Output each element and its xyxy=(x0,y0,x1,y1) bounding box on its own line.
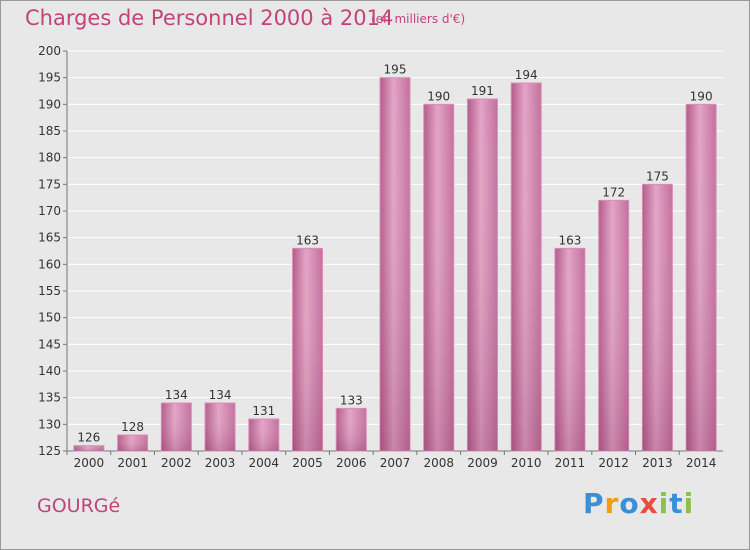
logo-letter: i xyxy=(683,487,695,520)
proxiti-logo[interactable]: Proxiti xyxy=(583,487,694,520)
x-tick-label: 2011 xyxy=(555,456,586,470)
x-tick-label: 2009 xyxy=(467,456,498,470)
bar-shade xyxy=(205,403,236,451)
y-tick-label: 185 xyxy=(38,124,61,138)
x-tick-label: 2013 xyxy=(642,456,673,470)
x-tick-label: 2006 xyxy=(336,456,367,470)
bar-shade xyxy=(598,200,629,451)
y-tick-label: 125 xyxy=(38,444,61,458)
value-label: 191 xyxy=(471,84,494,98)
x-tick-label: 2010 xyxy=(511,456,542,470)
y-tick-label: 175 xyxy=(38,177,61,191)
bar-shade xyxy=(511,83,542,451)
value-label: 134 xyxy=(165,388,188,402)
x-tick-label: 2005 xyxy=(292,456,323,470)
y-tick-label: 150 xyxy=(38,311,61,325)
bar-shade xyxy=(423,104,454,451)
bars xyxy=(73,77,717,452)
bar-shade xyxy=(292,248,323,451)
y-tick-label: 190 xyxy=(38,97,61,111)
bar-shade xyxy=(380,77,410,452)
value-label: 133 xyxy=(340,393,363,407)
commune-name: GOURGé xyxy=(37,495,121,517)
bar-shade xyxy=(117,435,148,451)
logo-letter: P xyxy=(583,487,605,520)
y-tick-label: 135 xyxy=(38,391,61,405)
bar-shade xyxy=(73,445,104,451)
value-label: 194 xyxy=(515,68,538,82)
logo-letter: o xyxy=(619,487,640,520)
y-tick-label: 160 xyxy=(38,257,61,271)
x-tick-label: 2003 xyxy=(205,456,236,470)
bar-shade xyxy=(161,403,192,451)
bar-shade xyxy=(248,419,279,451)
x-tick-label: 2012 xyxy=(598,456,629,470)
y-tick-label: 130 xyxy=(38,417,61,431)
chart-subtitle: (en milliers d'€) xyxy=(371,12,466,26)
y-tick-label: 180 xyxy=(38,151,61,165)
y-tick-label: 165 xyxy=(38,231,61,245)
logo-letter: i xyxy=(658,487,670,520)
value-label: 172 xyxy=(602,185,625,199)
bar-shade xyxy=(336,408,367,451)
x-tick-label: 2000 xyxy=(74,456,105,470)
y-tick-label: 200 xyxy=(38,44,61,58)
value-label: 128 xyxy=(121,420,144,434)
logo-letter: t xyxy=(669,487,684,520)
x-tick-label: 2007 xyxy=(380,456,411,470)
value-label: 163 xyxy=(296,233,319,247)
value-label: 190 xyxy=(427,89,450,103)
value-label: 134 xyxy=(209,388,232,402)
bar-shade xyxy=(686,104,717,451)
value-label: 126 xyxy=(77,431,100,445)
value-label: 190 xyxy=(690,89,713,103)
y-tick-label: 170 xyxy=(38,204,61,218)
x-tick-label: 2002 xyxy=(161,456,192,470)
logo-letter: r xyxy=(604,487,620,520)
bar-shade xyxy=(467,99,498,451)
y-tick-label: 140 xyxy=(38,364,61,378)
value-label: 163 xyxy=(558,233,581,247)
value-label: 175 xyxy=(646,169,669,183)
x-tick-label: 2001 xyxy=(117,456,148,470)
value-labels: 126 128 134 134 131 163 133 195 190 191 194 163 172 1… xyxy=(77,63,712,445)
logo-letter: x xyxy=(639,487,659,520)
x-tick-label: 2008 xyxy=(423,456,454,470)
x-tick-label: 2014 xyxy=(686,456,717,470)
bar-shade xyxy=(554,248,585,451)
value-label: 195 xyxy=(384,63,407,77)
chart-title: Charges de Personnel 2000 à 2014 xyxy=(25,6,394,30)
value-label: 131 xyxy=(252,404,275,418)
x-tick-label: 2004 xyxy=(249,456,280,470)
y-tick-label: 145 xyxy=(38,337,61,351)
y-tick-label: 155 xyxy=(38,284,61,298)
y-tick-label: 195 xyxy=(38,71,61,85)
bar-shade xyxy=(642,184,673,452)
